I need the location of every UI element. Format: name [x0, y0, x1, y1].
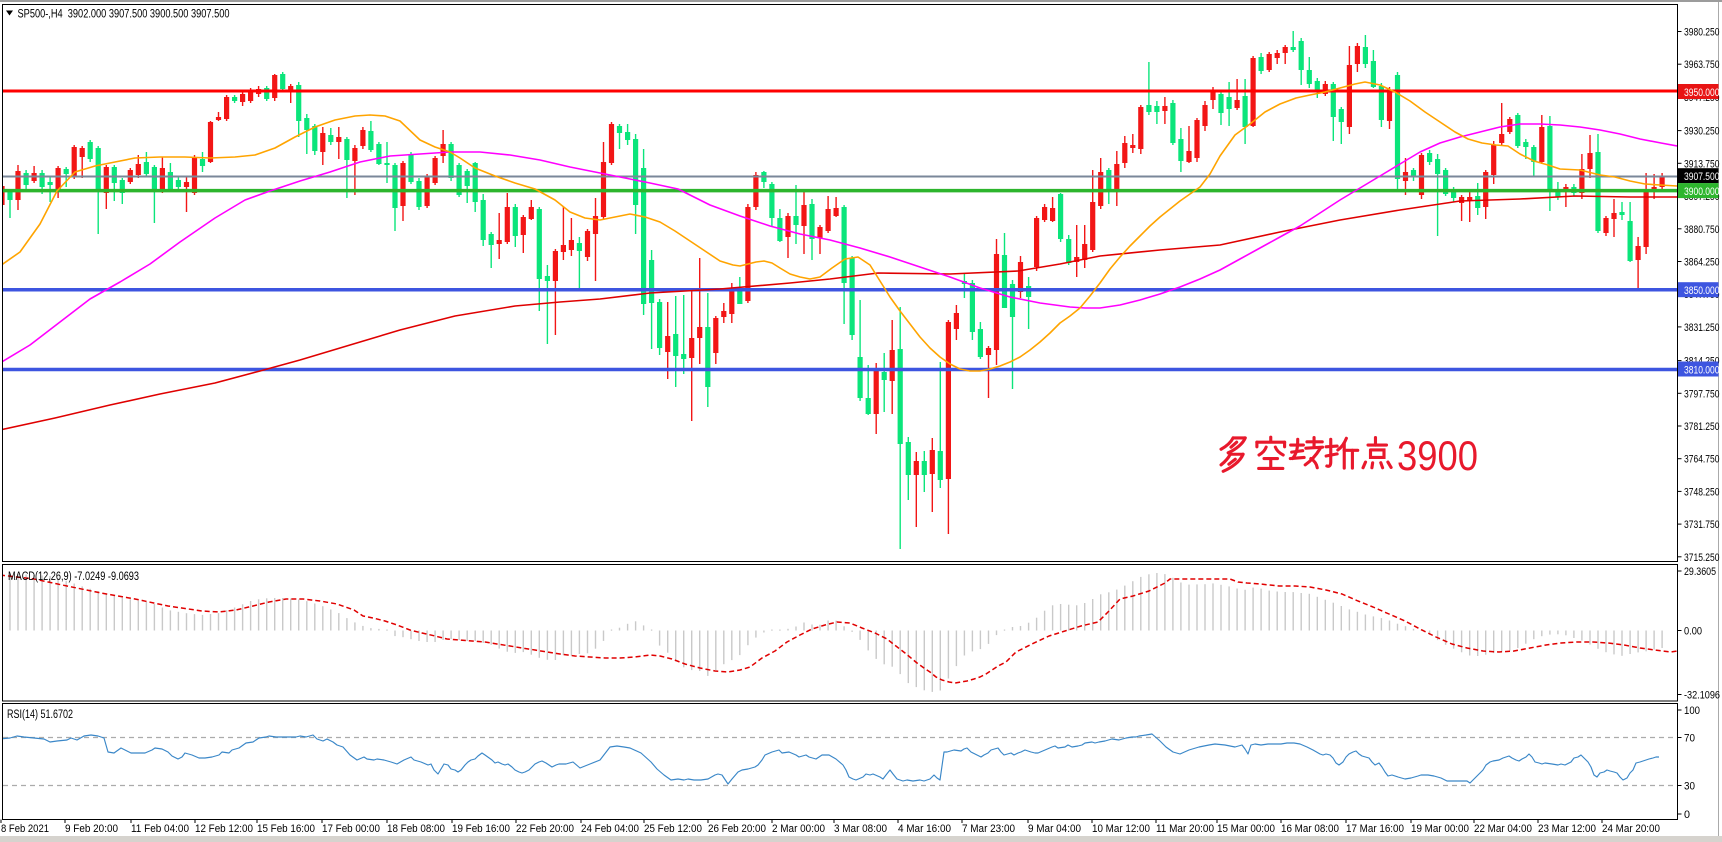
svg-text:17 Mar 16:00: 17 Mar 16:00 [1346, 823, 1404, 835]
svg-text:24 Mar 20:00: 24 Mar 20:00 [1602, 823, 1660, 835]
svg-text:3781.250: 3781.250 [1684, 421, 1720, 433]
svg-text:3900: 3900 [1397, 432, 1478, 479]
svg-text:3963.750: 3963.750 [1684, 59, 1720, 71]
svg-text:3930.250: 3930.250 [1684, 126, 1720, 138]
svg-text:3810.000: 3810.000 [1684, 365, 1720, 377]
svg-text:70: 70 [1684, 733, 1695, 745]
svg-text:SP500-,H4 3902.000 3907.500 3: SP500-,H4 3902.000 3907.500 3900.500 390… [18, 9, 230, 21]
svg-text:3980.250: 3980.250 [1684, 27, 1720, 39]
svg-text:3907.500: 3907.500 [1684, 171, 1720, 183]
svg-text:100: 100 [1684, 705, 1700, 717]
svg-text:18 Feb 08:00: 18 Feb 08:00 [387, 823, 445, 835]
svg-text:17 Feb 00:00: 17 Feb 00:00 [322, 823, 380, 835]
svg-text:12 Feb 12:00: 12 Feb 12:00 [195, 823, 253, 835]
svg-text:-32.1096: -32.1096 [1684, 690, 1720, 702]
svg-text:16 Mar 08:00: 16 Mar 08:00 [1281, 823, 1339, 835]
svg-text:3900.000: 3900.000 [1684, 186, 1720, 198]
svg-text:11 Feb 04:00: 11 Feb 04:00 [131, 823, 189, 835]
svg-text:3764.750: 3764.750 [1684, 454, 1720, 466]
svg-text:3797.750: 3797.750 [1684, 388, 1720, 400]
svg-text:9 Feb 20:00: 9 Feb 20:00 [65, 823, 118, 835]
svg-text:7 Mar 23:00: 7 Mar 23:00 [962, 823, 1015, 835]
svg-text:29.3605: 29.3605 [1684, 566, 1716, 578]
svg-text:25 Feb 12:00: 25 Feb 12:00 [644, 823, 702, 835]
svg-text:3913.750: 3913.750 [1684, 158, 1720, 170]
svg-text:0: 0 [1684, 809, 1690, 821]
svg-text:8 Feb 2021: 8 Feb 2021 [1, 823, 49, 835]
svg-text:RSI(14) 51.6702: RSI(14) 51.6702 [7, 709, 73, 721]
svg-text:22 Feb 20:00: 22 Feb 20:00 [516, 823, 574, 835]
svg-text:3 Mar 08:00: 3 Mar 08:00 [834, 823, 887, 835]
svg-text:MACD(12,26,9) -7.0249 -9.0693: MACD(12,26,9) -7.0249 -9.0693 [8, 571, 139, 583]
svg-text:9 Mar 04:00: 9 Mar 04:00 [1028, 823, 1081, 835]
svg-text:19 Feb 16:00: 19 Feb 16:00 [452, 823, 510, 835]
svg-text:22 Mar 04:00: 22 Mar 04:00 [1474, 823, 1532, 835]
svg-text:23 Mar 12:00: 23 Mar 12:00 [1538, 823, 1596, 835]
svg-text:19 Mar 00:00: 19 Mar 00:00 [1411, 823, 1469, 835]
svg-text:4 Mar 16:00: 4 Mar 16:00 [898, 823, 951, 835]
svg-text:3748.250: 3748.250 [1684, 486, 1720, 498]
svg-text:3850.000: 3850.000 [1684, 285, 1720, 297]
svg-text:15 Mar 00:00: 15 Mar 00:00 [1217, 823, 1275, 835]
svg-text:0.00: 0.00 [1684, 626, 1702, 638]
svg-text:11 Mar 20:00: 11 Mar 20:00 [1156, 823, 1214, 835]
svg-text:3715.250: 3715.250 [1684, 552, 1720, 564]
svg-text:24 Feb 04:00: 24 Feb 04:00 [581, 823, 639, 835]
svg-text:30: 30 [1684, 781, 1695, 793]
svg-text:3731.750: 3731.750 [1684, 519, 1720, 531]
svg-text:3864.250: 3864.250 [1684, 257, 1720, 269]
svg-text:2 Mar 00:00: 2 Mar 00:00 [772, 823, 825, 835]
svg-text:26 Feb 20:00: 26 Feb 20:00 [708, 823, 766, 835]
svg-text:3831.250: 3831.250 [1684, 322, 1720, 334]
svg-text:3880.750: 3880.750 [1684, 224, 1720, 236]
svg-text:15 Feb 16:00: 15 Feb 16:00 [257, 823, 315, 835]
svg-text:3950.000: 3950.000 [1684, 87, 1720, 99]
svg-text:10 Mar 12:00: 10 Mar 12:00 [1092, 823, 1150, 835]
